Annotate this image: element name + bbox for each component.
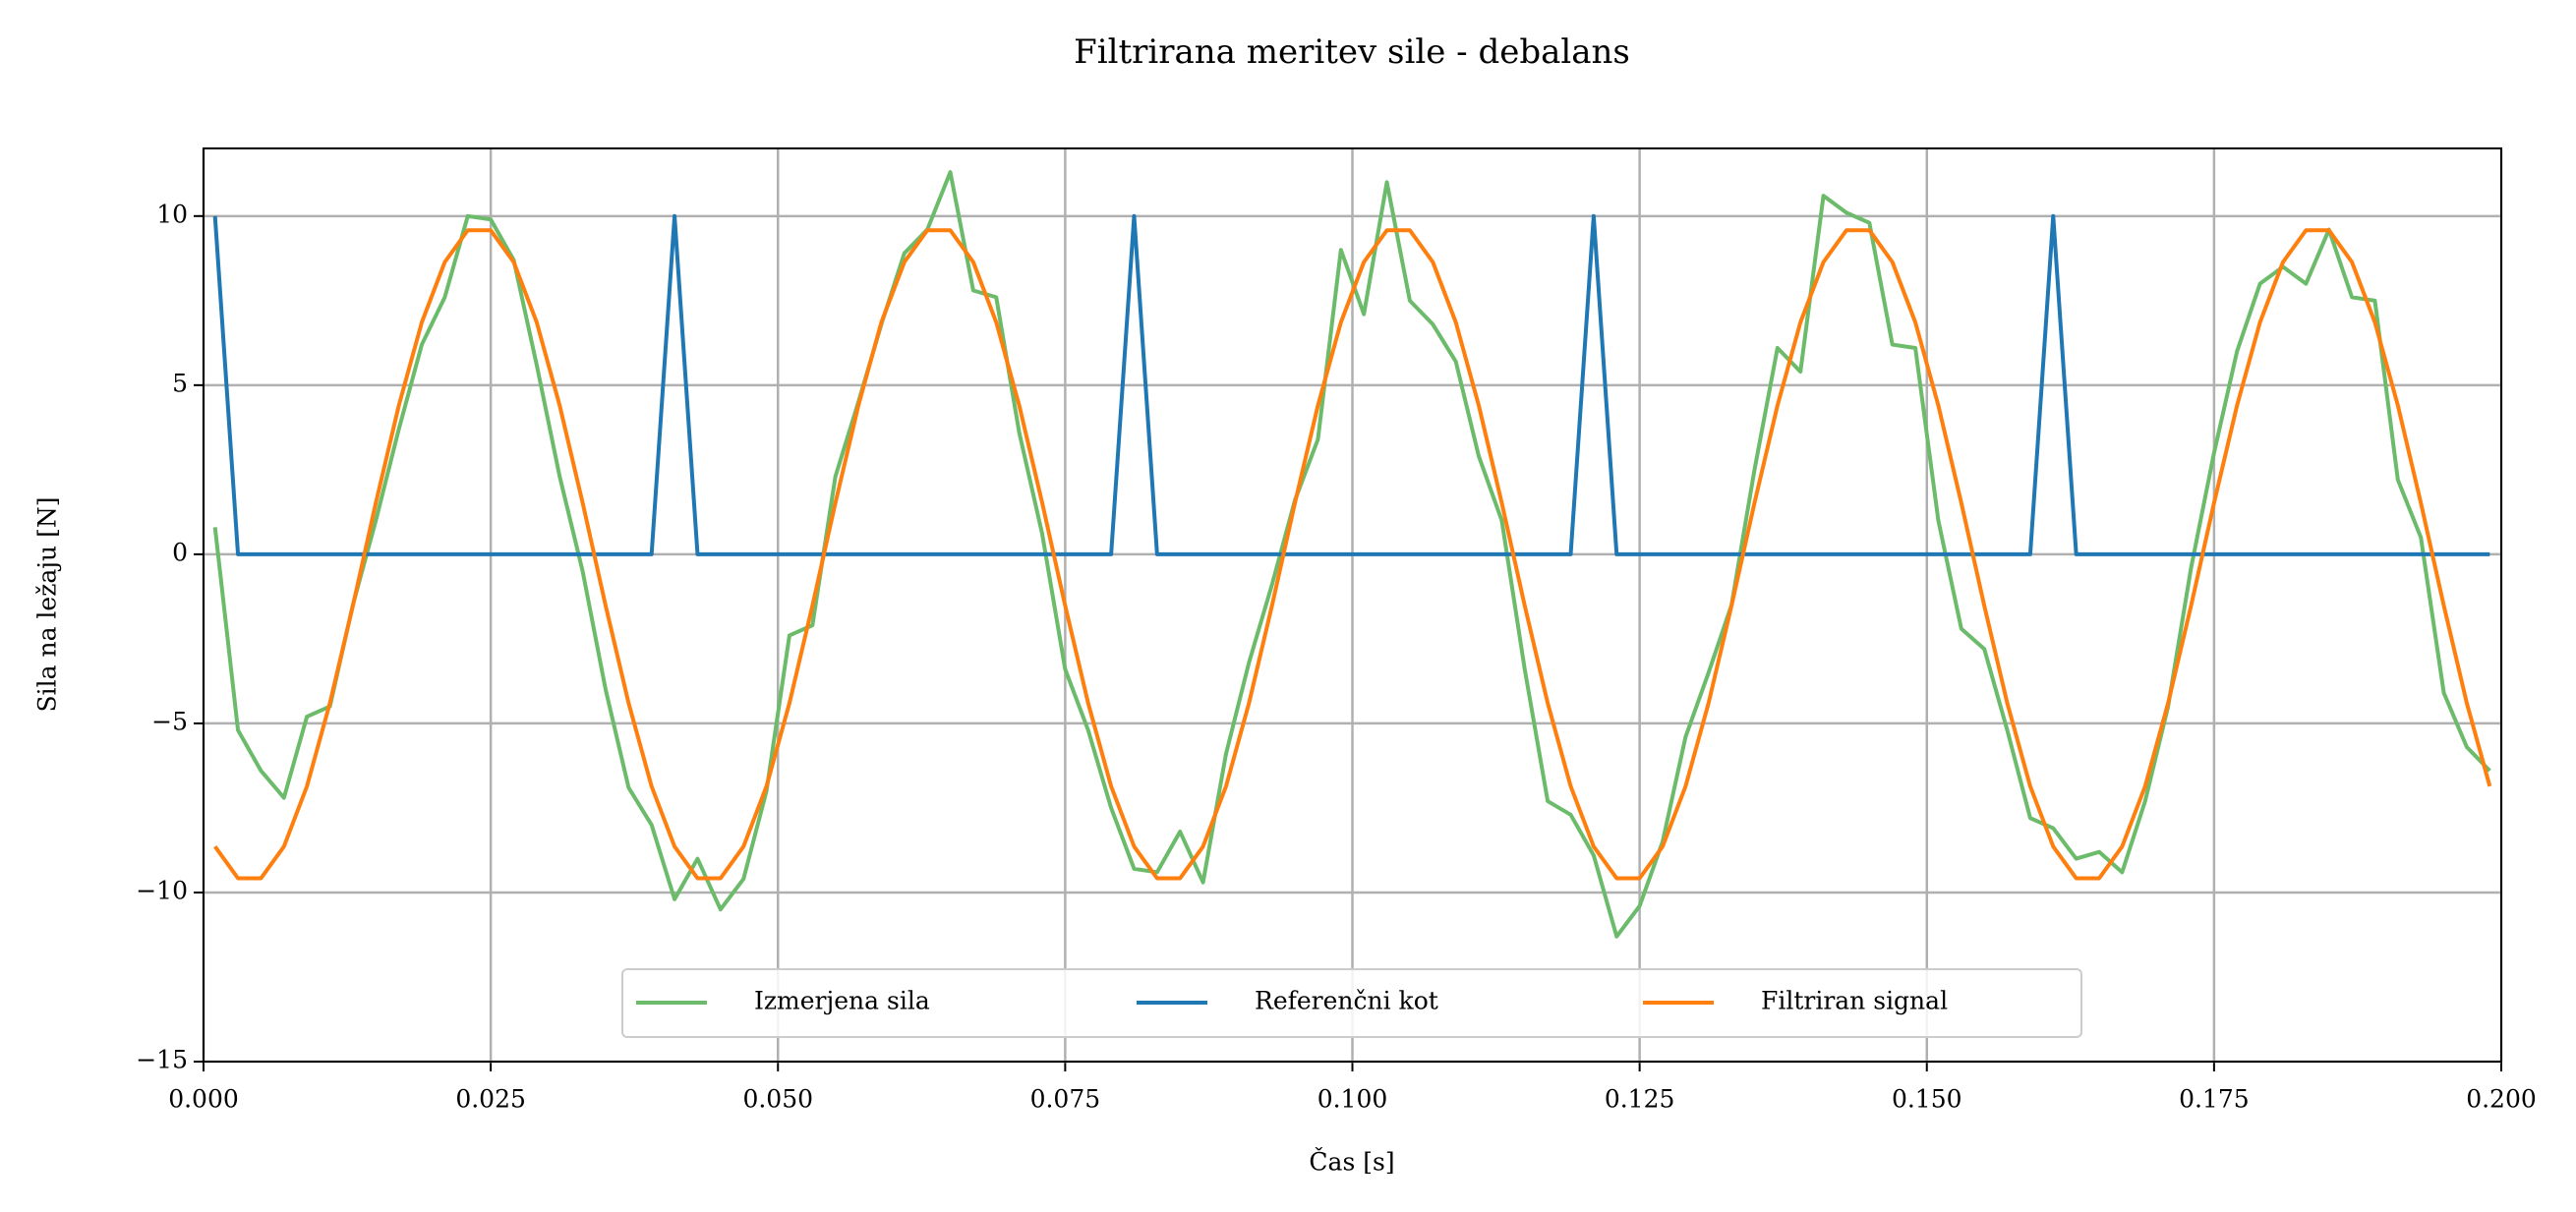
x-axis-label: Čas [s] [1309,1148,1394,1177]
y-tick-label: 10 [156,200,188,228]
x-tick-label: 0.200 [2466,1085,2537,1114]
x-tick-label: 0.125 [1605,1085,1675,1114]
x-tick-label: 0.100 [1317,1085,1388,1114]
legend: Izmerjena sila Referenčni kot Filtriran si… [621,968,2082,1038]
y-tick-label: 5 [172,369,188,397]
x-tick-label: 0.050 [742,1085,813,1114]
y-axis-label: Sila na ležaju [N] [33,497,62,713]
x-tick-label: 0.025 [455,1085,526,1114]
plot-frame [203,147,2502,1063]
y-tick-label: 0 [172,538,188,566]
y-tick-label: −15 [136,1046,188,1074]
x-tick-label: 0.150 [1892,1085,1962,1114]
y-tick-label: −10 [136,876,188,904]
legend-box [621,968,2082,1038]
x-tick-label: 0.000 [168,1085,239,1114]
legend-label: Filtriran signal [1761,987,1948,1015]
legend-label: Referenčni kot [1255,987,1438,1015]
legend-label: Izmerjena sila [754,987,930,1015]
x-tick-label: 0.075 [1030,1085,1101,1114]
series-line [213,228,2492,881]
x-tick-label: 0.175 [2179,1085,2250,1114]
y-tick-label: −5 [151,707,188,735]
chart-title: Filtrirana meritev sile - debalans [1074,32,1630,72]
